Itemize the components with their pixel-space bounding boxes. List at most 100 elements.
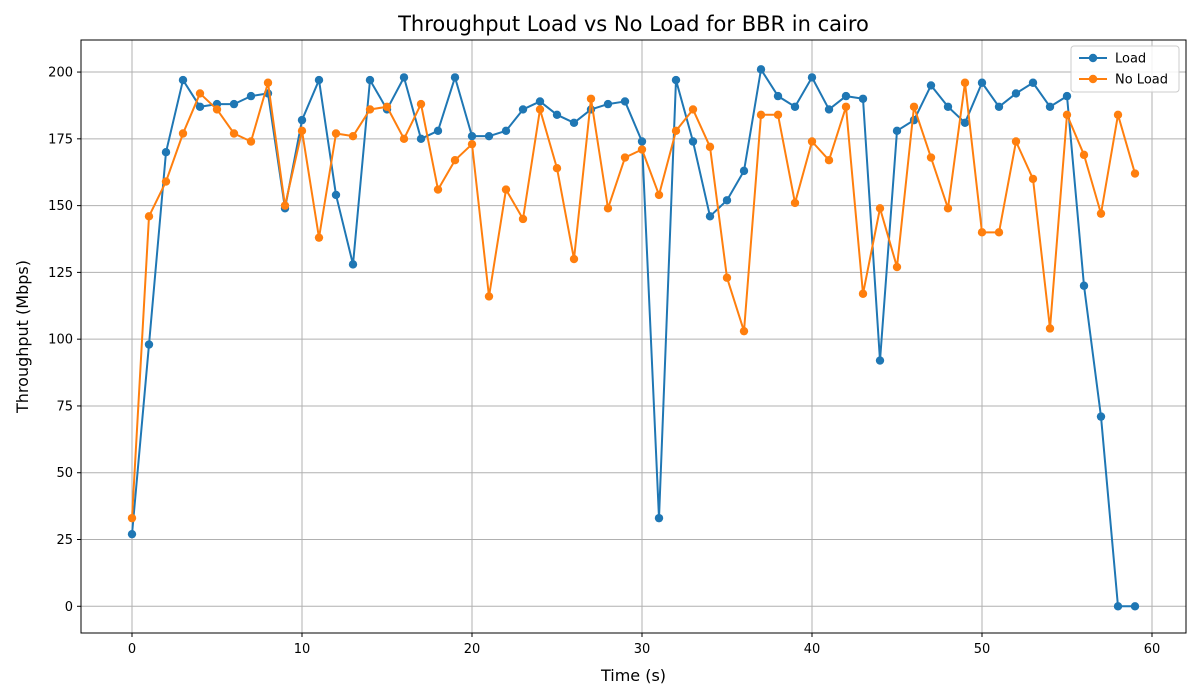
data-point — [518, 214, 528, 224]
legend-marker — [1088, 74, 1098, 84]
data-point — [807, 73, 817, 82]
data-point — [1045, 324, 1055, 333]
data-point — [858, 94, 868, 103]
data-point — [722, 273, 732, 282]
y-tick-label: 0 — [65, 600, 73, 615]
data-point — [331, 190, 341, 200]
data-point — [654, 190, 664, 200]
data-point — [756, 110, 766, 119]
data-point — [1011, 89, 1021, 98]
data-point — [926, 81, 936, 90]
data-point — [705, 142, 715, 152]
data-point — [1096, 412, 1106, 421]
data-point — [229, 99, 239, 109]
data-point — [382, 102, 392, 111]
data-point — [450, 156, 460, 165]
data-point — [960, 78, 970, 87]
data-point — [892, 126, 902, 136]
y-tick-label: 50 — [56, 466, 73, 481]
data-point — [739, 326, 749, 336]
data-point — [671, 75, 681, 85]
data-point — [1062, 91, 1072, 101]
legend-label: Load — [1115, 52, 1146, 67]
x-tick-label: 40 — [804, 642, 821, 657]
x-tick-label: 30 — [634, 642, 651, 657]
data-point — [365, 105, 375, 114]
data-point — [1130, 169, 1140, 178]
data-point — [127, 513, 137, 523]
data-point — [246, 137, 256, 146]
series-layer — [127, 65, 1140, 611]
data-point — [467, 131, 477, 141]
data-point — [603, 204, 613, 213]
data-point — [722, 196, 732, 205]
series-no-load — [127, 78, 1140, 523]
data-point — [178, 75, 188, 85]
data-point — [943, 204, 953, 213]
chart-title: Throughput Load vs No Load for BBR in ca… — [397, 12, 869, 36]
data-point — [1045, 102, 1055, 111]
data-point — [280, 201, 290, 210]
y-tick-label: 25 — [56, 533, 73, 548]
data-point — [484, 292, 494, 301]
y-tick-label: 150 — [48, 199, 73, 214]
data-point — [841, 91, 851, 101]
y-tick-label: 100 — [48, 333, 73, 348]
x-tick-label: 60 — [1144, 642, 1161, 657]
data-point — [688, 105, 698, 114]
data-point — [994, 228, 1004, 237]
data-point — [467, 139, 477, 149]
y-tick-label: 75 — [56, 399, 73, 414]
data-point — [773, 110, 783, 119]
data-point — [994, 102, 1004, 111]
data-point — [314, 75, 324, 85]
data-point — [858, 289, 868, 298]
data-point — [518, 105, 528, 114]
data-point — [1130, 602, 1140, 611]
data-point — [127, 529, 137, 539]
data-point — [501, 185, 511, 194]
data-point — [1011, 137, 1021, 146]
data-point — [144, 340, 154, 349]
data-point — [807, 137, 817, 146]
data-point — [926, 153, 936, 162]
data-point — [229, 129, 239, 138]
x-tick-label: 50 — [974, 642, 991, 657]
data-point — [212, 105, 222, 114]
data-point — [875, 204, 885, 213]
data-point — [824, 105, 834, 114]
data-point — [1062, 110, 1072, 119]
data-point — [960, 118, 970, 128]
data-point — [1079, 150, 1089, 160]
data-point — [297, 115, 307, 125]
data-point — [790, 198, 800, 208]
legend: Load No Load — [1070, 45, 1180, 93]
data-point — [773, 91, 783, 101]
data-point — [161, 177, 171, 186]
data-point — [654, 513, 664, 523]
series-line — [131, 81, 1136, 519]
data-point — [688, 137, 698, 146]
data-point — [195, 89, 205, 98]
y-axis-label: Throughput (Mbps) — [13, 260, 32, 414]
data-point — [1096, 209, 1106, 218]
data-point — [1113, 602, 1123, 611]
y-tick-label: 175 — [48, 132, 73, 147]
data-point — [977, 228, 987, 237]
data-point — [977, 78, 987, 87]
data-point — [246, 91, 256, 101]
data-point — [365, 75, 375, 85]
x-axis-label: Time (s) — [600, 666, 666, 685]
data-point — [620, 97, 630, 106]
data-point — [416, 99, 426, 109]
data-point — [756, 65, 766, 74]
data-point — [569, 254, 579, 264]
data-point — [620, 153, 630, 162]
data-point — [824, 156, 834, 165]
data-point — [586, 94, 596, 103]
data-point — [161, 147, 171, 157]
legend-label: No Load — [1115, 73, 1168, 88]
data-point — [297, 126, 307, 136]
